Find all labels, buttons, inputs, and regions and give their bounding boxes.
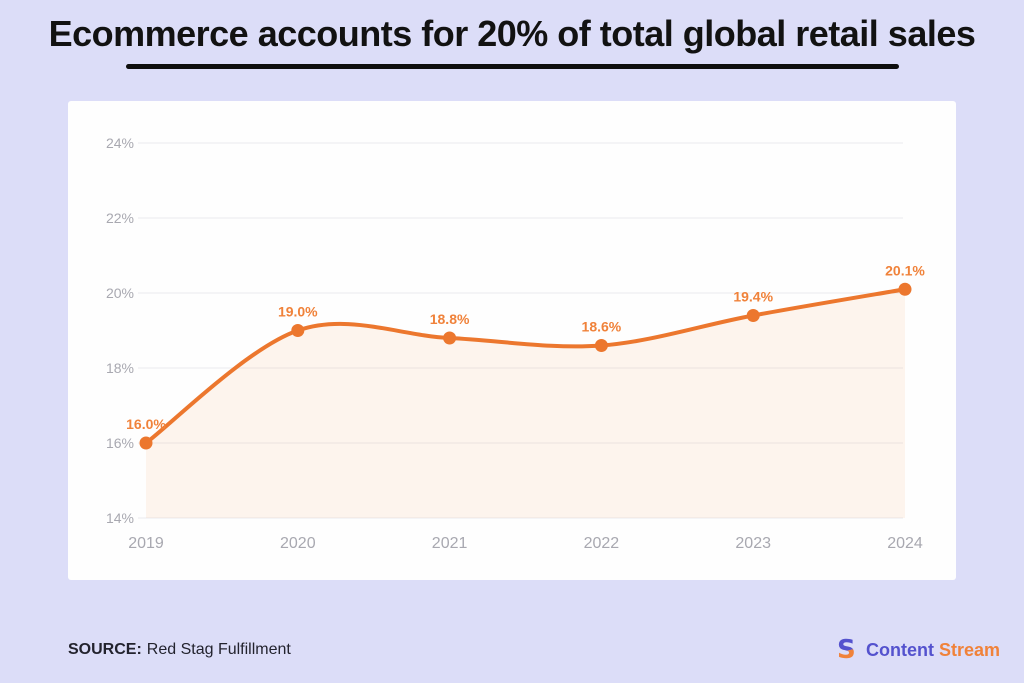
data-point-label: 19.4%	[733, 289, 773, 305]
brand-word-stream: Stream	[938, 639, 1000, 660]
brand-word-content: Content	[865, 639, 934, 660]
data-point-label: 18.6%	[582, 319, 622, 335]
brand-logo: S S Content Stream	[837, 637, 1000, 663]
data-point	[443, 331, 457, 345]
page-title: Ecommerce accounts for 20% of total glob…	[48, 13, 976, 54]
y-tick-label: 18%	[106, 360, 134, 376]
x-tick-label: 2024	[887, 535, 923, 552]
data-point	[746, 309, 760, 322]
area-fill	[146, 289, 905, 518]
data-point	[898, 282, 912, 296]
content-stream-logo-icon: S S	[836, 635, 856, 665]
data-point	[139, 436, 153, 450]
data-point	[594, 339, 608, 352]
source-value: Red Stag Fulfillment	[146, 641, 291, 658]
y-tick-label: 14%	[106, 510, 134, 526]
x-tick-label: 2022	[584, 535, 620, 552]
x-tick-label: 2020	[280, 535, 316, 552]
x-tick-label: 2023	[735, 535, 771, 552]
x-tick-label: 2019	[128, 535, 164, 552]
data-point-label: 16.0%	[126, 416, 166, 432]
y-tick-label: 20%	[106, 285, 134, 301]
trend-line	[144, 287, 907, 445]
source-line: SOURCE: Red Stag Fulfillment	[68, 641, 291, 659]
footer: SOURCE: Red Stag Fulfillment S S Content S…	[68, 636, 1000, 664]
data-point-label: 20.1%	[885, 262, 925, 278]
data-point	[291, 324, 305, 337]
y-tick-label: 24%	[106, 135, 134, 151]
y-tick-label: 22%	[106, 210, 134, 226]
chart-card: 14% 16% 18% 20% 22% 24% 2019 2020 2021 2022 2023 20…	[68, 101, 956, 580]
x-tick-label: 2021	[432, 535, 468, 552]
line-chart: 14% 16% 18% 20% 22% 24% 2019 2020 2021 2022 2023 20…	[106, 135, 925, 552]
header: Ecommerce accounts for 20% of total glob…	[0, 0, 1024, 70]
title-underline	[125, 64, 899, 70]
y-tick-label: 16%	[106, 435, 134, 451]
data-point-label: 18.8%	[430, 311, 470, 327]
brand-name: Content Stream	[866, 640, 1000, 661]
source-label: SOURCE:	[68, 641, 142, 658]
data-point-label: 19.0%	[278, 304, 318, 320]
